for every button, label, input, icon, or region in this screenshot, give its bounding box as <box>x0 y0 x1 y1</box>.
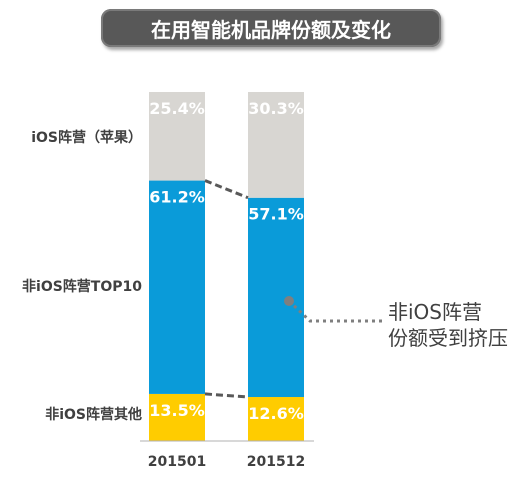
legend-label-non-ios-other: 非iOS阵营其他 <box>45 407 142 423</box>
data-label-201501-series-1: 61.2% <box>149 188 205 207</box>
bar-201501-series-0 <box>149 393 205 441</box>
chart-title: 在用智能机品牌份额及变化 <box>101 9 441 47</box>
bar-201501-series-2 <box>149 92 205 181</box>
data-label-201512-series-2: 30.3% <box>248 99 304 118</box>
annotation-pointer-line <box>287 299 384 323</box>
legend-label-ios: iOS阵营（苹果） <box>31 130 142 146</box>
data-label-201501-series-2: 25.4% <box>149 99 205 118</box>
bar-201512-series-2 <box>248 92 304 198</box>
annotation-line-2: 份额受到挤压 <box>388 326 508 350</box>
category-tick-201501: 201501 <box>148 454 206 470</box>
category-tick-201512: 201512 <box>247 454 305 470</box>
data-label-201501-series-0: 13.5% <box>149 401 205 420</box>
annotation-line-1: 非iOS阵营 <box>388 300 482 324</box>
connector-line-0 <box>204 392 249 399</box>
data-label-201512-series-0: 12.6% <box>248 404 304 423</box>
bar-201501-series-1 <box>149 180 205 394</box>
data-label-201512-series-1: 57.1% <box>248 205 304 224</box>
bar-201512-series-0 <box>248 397 304 441</box>
bar-201512-series-1 <box>248 197 304 398</box>
annotation-text: 非iOS阵营 份额受到挤压 <box>388 299 518 351</box>
legend-label-non-ios-top10: 非iOS阵营TOP10 <box>22 279 142 295</box>
connector-line-1 <box>204 179 249 200</box>
